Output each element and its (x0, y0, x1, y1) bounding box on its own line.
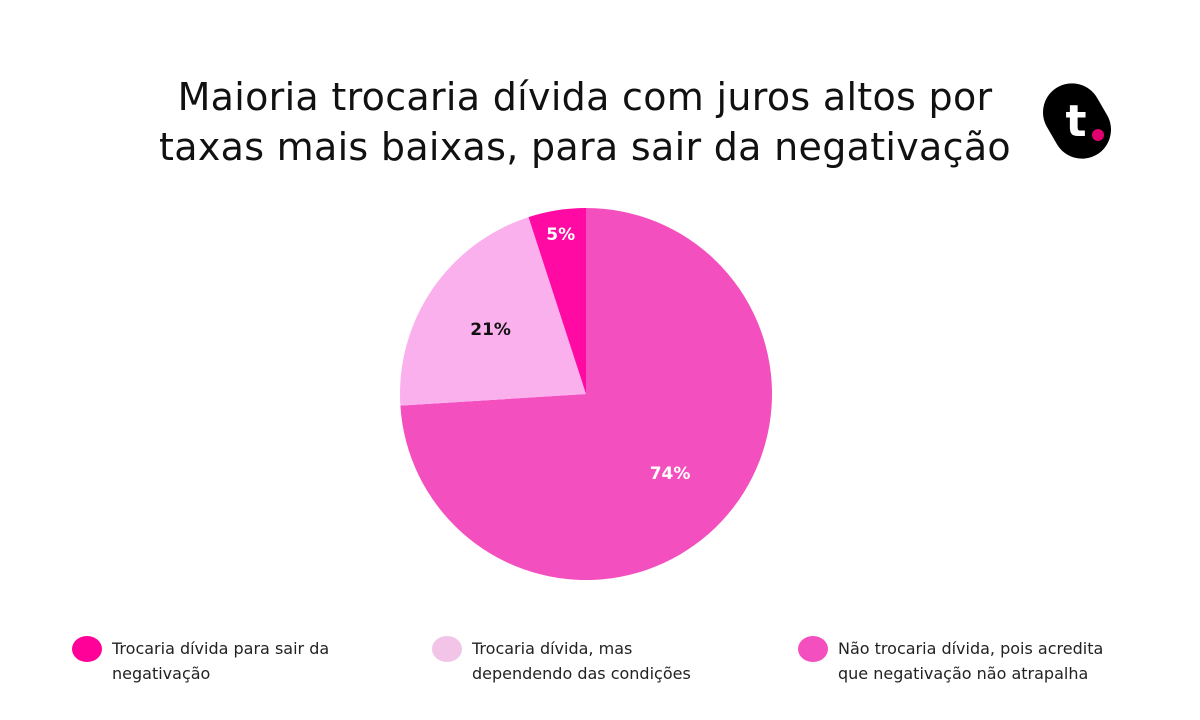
legend-label-line: negativação (112, 664, 211, 683)
legend-label: Trocaria dívida para sair da negativação (112, 636, 329, 686)
data-label: 5% (546, 225, 575, 245)
data-label: 21% (470, 320, 511, 340)
legend-swatch (432, 636, 462, 662)
pie-chart: 74% 21% 5% (399, 208, 772, 580)
pie-slice (399, 217, 586, 406)
chart-title: Maioria trocaria dívida com juros altos … (100, 72, 1070, 172)
legend-item: Trocaria dívida para sair da negativação (72, 636, 329, 686)
data-label: 74% (650, 464, 691, 484)
svg-text:t: t (1065, 96, 1086, 147)
legend-label: Trocaria dívida, mas dependendo das condi… (472, 636, 691, 686)
legend-item: Trocaria dívida, mas dependendo das condi… (432, 636, 691, 686)
legend-label-line: Trocaria dívida para sair da (112, 639, 330, 658)
pie-slice (400, 208, 772, 580)
legend-swatch (72, 636, 102, 662)
legend-label-line: que negativação não atrapalha (838, 664, 1089, 683)
legend-label-line: Não trocaria dívida, pois acredita (838, 639, 1104, 658)
legend-item: Não trocaria dívida, pois acredita que ne… (798, 636, 1103, 686)
legend-label: Não trocaria dívida, pois acredita que ne… (838, 636, 1103, 686)
pie-slice (528, 208, 586, 394)
title-line: Maioria trocaria dívida com juros altos … (177, 75, 993, 119)
legend-label-line: dependendo das condições (472, 664, 691, 683)
brand-logo: t (1043, 83, 1111, 159)
legend-label-line: Trocaria dívida, mas (472, 639, 633, 658)
title-line: taxas mais baixas, para sair da negativa… (159, 125, 1011, 169)
legend-swatch (798, 636, 828, 662)
